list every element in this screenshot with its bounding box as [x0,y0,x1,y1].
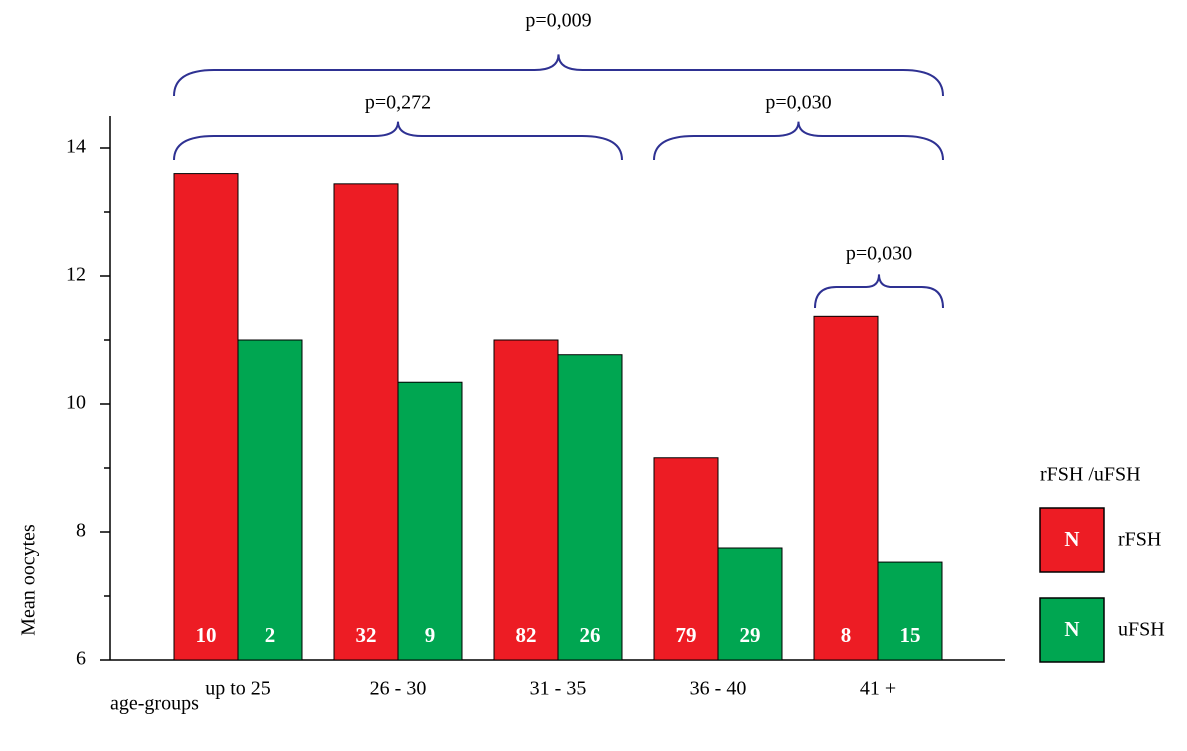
y-tick-label: 14 [66,136,86,158]
bar [877,561,943,661]
x-tick-label: 41 + [860,678,896,700]
bar [717,547,783,661]
bar-n-label: 26 [580,623,601,647]
bar-n-label: 29 [740,623,761,647]
bracket [814,274,944,309]
p-value: p=0,009 [525,10,591,32]
x-tick-label: 36 - 40 [690,678,747,700]
legend-label: uFSH [1118,619,1165,641]
y-tick-label: 10 [66,392,86,414]
bar-n-label: 15 [900,623,921,647]
y-tick-label: 8 [76,520,86,542]
x-tick-label: up to 25 [205,678,271,700]
x-axis-label: age-groups [110,693,199,715]
p-value: p=0,272 [365,92,431,114]
legend-swatch [1039,597,1105,663]
bracket [653,121,944,161]
bar-n-label: 32 [356,623,377,647]
p-value: p=0,030 [765,92,831,114]
bar [813,315,879,661]
bar-n-label: 9 [425,623,436,647]
bar [653,457,719,661]
legend-symbol: N [1064,527,1079,551]
bar-n-label: 79 [676,623,697,647]
legend-swatch [1039,507,1105,573]
legend-symbol: N [1064,617,1079,641]
bar-n-label: 2 [265,623,276,647]
bar [397,381,463,661]
y-axis-label: Mean oocytes [18,524,40,636]
bar [557,354,623,661]
bar [173,173,239,661]
y-tick-label: 12 [66,264,86,286]
bar [333,183,399,661]
bracket [173,121,623,161]
x-tick-label: 31 - 35 [530,678,587,700]
bar [493,339,559,661]
bar-n-label: 82 [516,623,537,647]
p-value: p=0,030 [846,243,912,265]
bar-n-label: 10 [196,623,217,647]
y-tick-label: 6 [76,648,86,670]
legend-label: rFSH [1118,529,1161,551]
legend-title: rFSH /uFSH [1040,464,1141,486]
bar-n-label: 8 [841,623,852,647]
bar [237,339,303,661]
bracket [173,54,944,97]
x-tick-label: 26 - 30 [370,678,427,700]
